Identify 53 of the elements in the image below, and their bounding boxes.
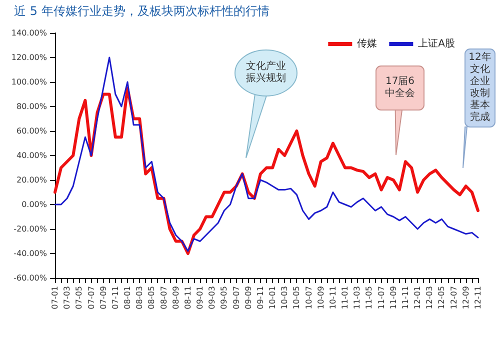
x-tick-label: 11-01 [340, 286, 350, 310]
y-tick-label: 0.00% [22, 200, 48, 209]
x-tick-label: 10-07 [304, 286, 314, 310]
x-tick-label: 12-11 [474, 286, 482, 310]
x-tick-label: 08-01 [123, 286, 132, 310]
x-tick-label: 12-05 [437, 286, 446, 310]
x-tick-label: 11-07 [376, 286, 386, 310]
x-tick-label: 11-09 [388, 286, 398, 310]
x-tick-label: 07-09 [98, 286, 108, 310]
x-tick-label: 11-11 [400, 286, 410, 310]
x-tick-label: 10-05 [292, 286, 302, 310]
x-tick-label: 12-01 [413, 286, 422, 310]
x-tick-label: 12-07 [449, 286, 458, 310]
x-tick-label: 08-05 [147, 286, 156, 310]
y-tick-label: 100.00% [11, 78, 48, 86]
annotation: 12年文化企业改制基本完成 [468, 52, 492, 124]
legend-label: 传媒 [357, 38, 378, 50]
x-tick-label: 07-01 [50, 286, 60, 310]
x-tick-label: 08-11 [183, 286, 192, 310]
x-tick-label: 08-03 [135, 286, 144, 310]
legend-label: 上证A股 [418, 38, 456, 50]
x-tick-label: 07-03 [62, 286, 72, 310]
x-tick-label: 12-03 [425, 286, 434, 310]
x-tick-label: 09-01 [196, 286, 205, 310]
x-tick-label: 08-07 [159, 286, 168, 310]
chart-title: 近 5 年传媒行业走势，及板块两次标杆性的行情 [14, 3, 270, 20]
x-tick-label: 10-09 [316, 286, 326, 310]
y-tick-label: 40.00% [16, 151, 48, 160]
x-tick-label: 11-05 [364, 286, 374, 310]
x-tick-label: 09-11 [256, 286, 265, 310]
y-tick-label: 20.00% [16, 176, 48, 184]
y-tick-label: -20.00% [14, 224, 48, 234]
annotation: 17届6中全会 [384, 76, 416, 100]
x-tick-label: 09-07 [232, 286, 241, 310]
x-tick-label: 09-03 [208, 286, 217, 310]
y-tick-label: -60.00% [14, 274, 48, 282]
x-tick-label: 11-03 [352, 286, 362, 310]
x-tick-label: 09-09 [244, 286, 253, 310]
x-tick-label: 10-03 [280, 286, 290, 310]
x-tick-label: 07-11 [110, 286, 120, 310]
x-tick-label: 07-05 [74, 286, 84, 310]
x-tick-label: 12-09 [461, 286, 470, 310]
x-tick-label: 10-11 [328, 286, 338, 310]
x-tick-label: 08-09 [171, 286, 180, 310]
annotation: 文化产业振兴规划 [245, 61, 287, 85]
y-tick-label: 80.00% [16, 102, 48, 111]
y-tick-label: 140.00% [11, 28, 48, 38]
y-tick-label: 120.00% [11, 53, 48, 62]
y-tick-label: 60.00% [16, 126, 48, 136]
x-tick-label: 07-07 [86, 286, 96, 310]
x-tick-label: 09-05 [220, 286, 229, 310]
x-tick-label: 10-01 [268, 286, 278, 310]
y-tick-label: -40.00% [14, 249, 48, 258]
